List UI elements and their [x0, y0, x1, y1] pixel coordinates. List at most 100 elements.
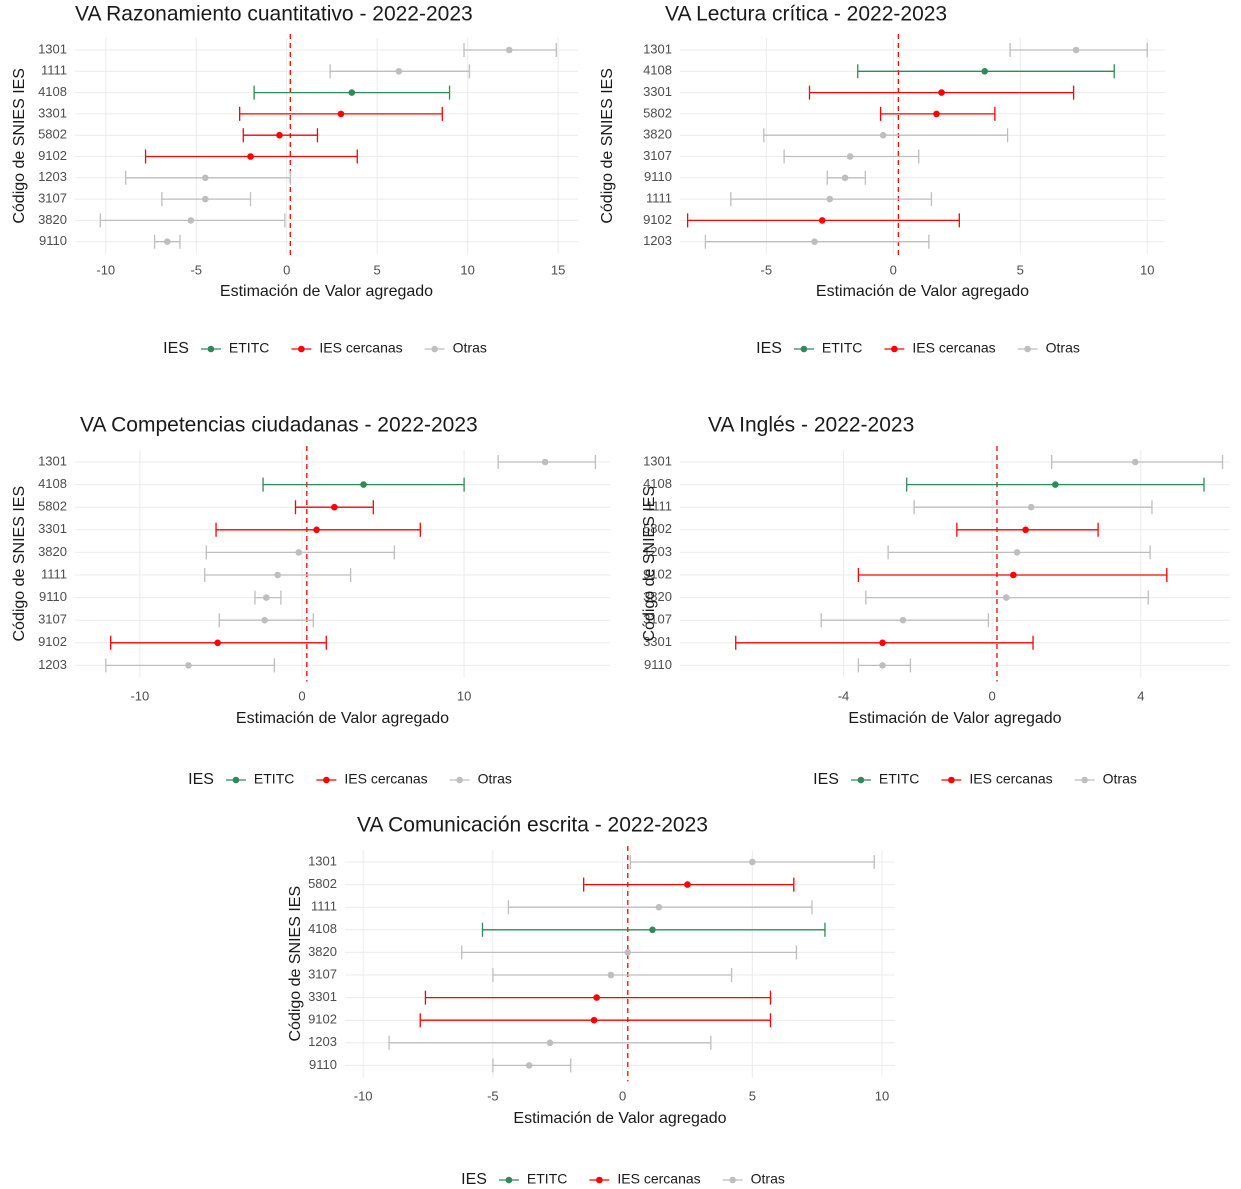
y-tick-label: 9102: [38, 148, 67, 163]
legend-title: IES: [461, 1171, 487, 1188]
point: [331, 503, 338, 511]
point: [525, 1062, 533, 1069]
x-tick-label: -5: [487, 1088, 499, 1103]
legend-dot: [207, 345, 215, 353]
legend-label: IES cercanas: [319, 340, 402, 356]
legend-label: ETITC: [254, 771, 294, 787]
x-tick-label: 0: [890, 262, 897, 277]
y-tick-label: 4108: [308, 921, 337, 936]
y-tick-label: 5802: [308, 876, 337, 891]
point: [274, 571, 281, 579]
y-tick-label: 5802: [643, 105, 672, 120]
point: [201, 174, 209, 182]
y-tick-label: 1111: [41, 63, 67, 78]
legend-title: IES: [188, 771, 214, 788]
y-tick-label: 1111: [646, 499, 672, 514]
x-tick-label: 5: [1017, 262, 1024, 277]
x-tick-label: 10: [875, 1088, 889, 1103]
y-tick-label: 4108: [38, 476, 67, 491]
legend-label: ETITC: [822, 340, 862, 356]
point: [1022, 526, 1029, 534]
legend-dot: [505, 1176, 513, 1184]
legend-label: IES cercanas: [617, 1171, 700, 1187]
point: [546, 1039, 554, 1047]
point: [360, 481, 367, 488]
legend-label: ETITC: [879, 771, 919, 787]
y-tick-label: 9110: [309, 1057, 337, 1072]
point: [247, 153, 254, 160]
legend-label: Otras: [1103, 771, 1137, 787]
legend-dot: [232, 776, 240, 784]
y-tick-label: 3820: [308, 944, 337, 959]
point: [899, 616, 907, 624]
point: [684, 881, 691, 888]
point: [1013, 549, 1021, 556]
y-tick-label: 3820: [38, 212, 67, 227]
y-tick-label: 1301: [308, 853, 337, 868]
point: [590, 1016, 598, 1024]
y-tick-label: 1301: [38, 41, 67, 56]
y-tick-label: 9110: [39, 589, 67, 604]
legend-dot: [800, 345, 808, 353]
point: [505, 46, 513, 54]
y-axis-label: Código de SNIES IES: [287, 886, 304, 1042]
y-tick-label: 3820: [643, 589, 672, 604]
y-tick-label: 4108: [643, 476, 672, 491]
legend-label: IES cercanas: [969, 771, 1052, 787]
x-axis-label: Estimación de Valor agregado: [816, 283, 1029, 300]
legend-dot: [729, 1176, 736, 1184]
point: [313, 526, 320, 534]
y-tick-label: 3107: [643, 148, 672, 163]
y-tick-label: 3107: [38, 612, 67, 627]
point: [818, 217, 826, 224]
x-tick-label: 15: [551, 262, 565, 277]
y-tick-label: 4108: [38, 84, 67, 99]
point: [624, 949, 632, 956]
legend-dot: [298, 345, 305, 353]
y-tick-label: 1203: [38, 657, 67, 672]
y-axis-label: Código de SNIES IES: [599, 68, 616, 224]
y-tick-label: 3301: [38, 105, 67, 120]
legend-dot: [431, 345, 438, 353]
point: [938, 89, 945, 96]
x-tick-label: 4: [1137, 688, 1144, 703]
x-tick-label: 0: [298, 688, 305, 703]
y-tick-label: 9110: [644, 169, 672, 184]
point: [295, 549, 303, 556]
y-tick-label: 9110: [39, 233, 67, 248]
legend-dot: [596, 1176, 603, 1184]
point: [1027, 503, 1035, 511]
legend-label: ETITC: [229, 340, 269, 356]
legend-dot: [948, 776, 955, 784]
x-axis-label: Estimación de Valor agregado: [220, 283, 433, 300]
x-tick-label: -10: [354, 1088, 373, 1103]
legend-label: Otras: [1046, 340, 1080, 356]
chart-title: VA Razonamiento cuantitativo - 2022-2023: [75, 3, 473, 26]
point: [841, 174, 849, 182]
legend-title: IES: [813, 771, 839, 788]
point: [846, 153, 854, 160]
point: [649, 926, 656, 934]
point: [276, 131, 283, 139]
x-tick-label: -5: [190, 262, 202, 277]
x-tick-label: -10: [130, 688, 149, 703]
y-axis-label: Código de SNIES IES: [641, 486, 658, 642]
y-tick-label: 3301: [643, 634, 672, 649]
y-tick-label: 5802: [38, 499, 67, 514]
point: [201, 195, 209, 203]
legend-title: IES: [756, 340, 782, 357]
y-tick-label: 3820: [38, 544, 67, 559]
y-tick-label: 3301: [643, 84, 672, 99]
x-tick-label: 10: [1140, 262, 1154, 277]
y-tick-label: 1301: [643, 453, 672, 468]
point: [337, 110, 345, 118]
legend-label: IES cercanas: [912, 340, 995, 356]
y-tick-label: 3301: [38, 521, 67, 536]
point: [879, 639, 886, 647]
point: [395, 68, 403, 75]
x-tick-label: 0: [283, 262, 290, 277]
point: [879, 131, 887, 139]
y-tick-label: 3107: [308, 966, 337, 981]
point: [655, 903, 663, 911]
